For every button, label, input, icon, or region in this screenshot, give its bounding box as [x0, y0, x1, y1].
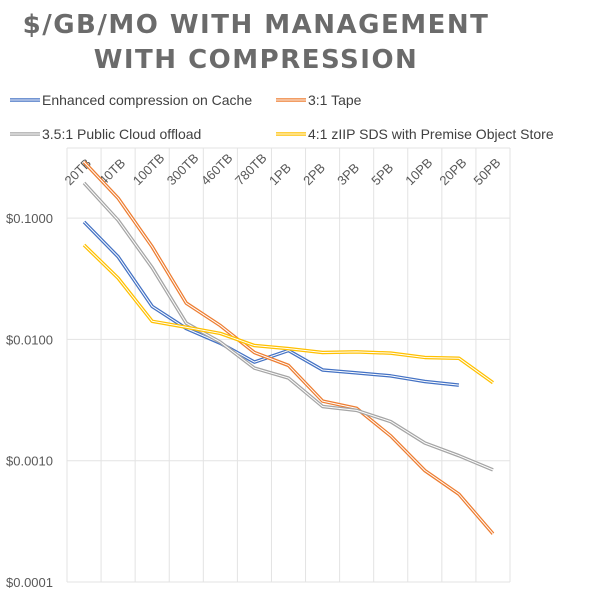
legend-item: 4:1 zIIP SDS with Premise Object Store	[276, 126, 554, 142]
x-tick-label: 1PB	[266, 160, 294, 188]
legend-label: Enhanced compression on Cache	[42, 92, 252, 108]
series-line	[82, 220, 460, 387]
x-tick-label: 2PB	[300, 160, 328, 188]
x-tick-label: 20TB	[62, 156, 95, 189]
series-line-outer	[82, 243, 494, 385]
y-tick-label: $0.0100	[6, 332, 53, 347]
series-line-inner	[83, 221, 459, 386]
legend-label: 3.5:1 Public Cloud offload	[42, 126, 201, 142]
legend: Enhanced compression on Cache 3:1 Tape 3.5…	[10, 92, 554, 142]
series-line	[82, 181, 494, 472]
series-line-inner	[83, 161, 494, 535]
series-line	[82, 243, 494, 385]
y-tick-label: $0.0001	[6, 575, 53, 590]
legend-item: 3:1 Tape	[276, 92, 362, 108]
legend-item: Enhanced compression on Cache	[10, 92, 252, 108]
y-tick-label: $0.0010	[6, 454, 53, 469]
legend-item: 3.5:1 Public Cloud offload	[10, 126, 201, 142]
series-line-inner	[83, 182, 494, 471]
x-tick-label: 5PB	[368, 160, 396, 188]
series-line	[82, 160, 495, 535]
series-line-outer	[82, 181, 494, 472]
chart-title-line-1: $/GB/MO WITH MANAGEMENT	[23, 10, 490, 40]
legend-label: 4:1 zIIP SDS with Premise Object Store	[308, 126, 554, 142]
chart-title-line-2: WITH COMPRESSION	[94, 45, 419, 75]
y-tick-label: $0.1000	[6, 211, 53, 226]
x-tick-label: 3PB	[334, 160, 362, 188]
series-line-inner	[83, 244, 494, 384]
y-axis: $0.1000 $0.0100 $0.0010 $0.0001	[6, 211, 53, 590]
legend-label: 3:1 Tape	[308, 92, 362, 108]
x-tick-label: 40TB	[96, 156, 129, 189]
plot-lines	[82, 160, 495, 535]
